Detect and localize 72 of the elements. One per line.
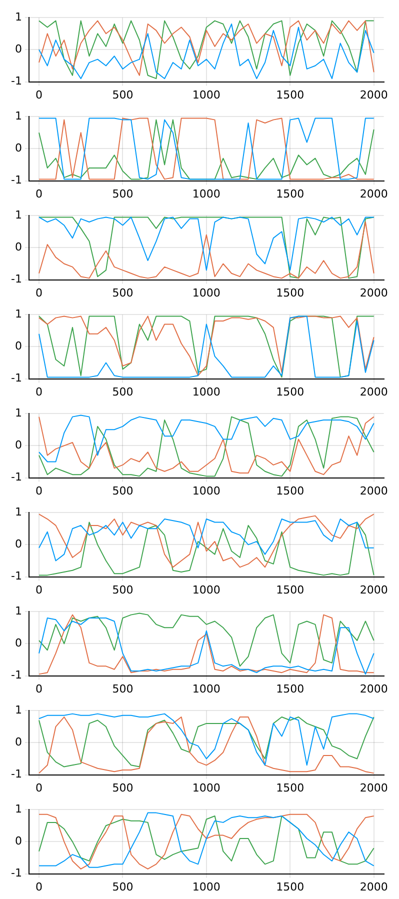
y-tick-label: 1 xyxy=(14,604,22,618)
y-tick-label: 0 xyxy=(14,240,22,254)
x-tick-label: 500 xyxy=(112,187,134,200)
x-tick-label: 1000 xyxy=(192,286,220,300)
y-tick-label: -1 xyxy=(11,74,22,88)
y-tick-label: 1 xyxy=(14,703,22,716)
x-tick-label: 1000 xyxy=(192,880,220,894)
x-tick-label: 1000 xyxy=(192,583,220,596)
x-tick-label: 1000 xyxy=(192,385,220,398)
y-tick-label: 0 xyxy=(14,834,22,848)
x-tick-label: 2000 xyxy=(360,187,388,200)
y-tick-label: -1 xyxy=(11,372,22,385)
x-tick-label: 500 xyxy=(112,484,134,498)
y-tick-label: 0 xyxy=(14,538,22,551)
x-tick-label: 2000 xyxy=(360,286,388,300)
y-tick-label: -1 xyxy=(11,668,22,682)
x-tick-label: 0 xyxy=(36,286,43,300)
x-tick-label: 1500 xyxy=(276,385,304,398)
x-tick-label: 1500 xyxy=(276,682,304,696)
y-tick-label: -1 xyxy=(11,768,22,781)
x-tick-label: 0 xyxy=(36,484,43,498)
x-tick-label: 2000 xyxy=(360,880,388,894)
y-tick-label: 0 xyxy=(14,142,22,155)
y-tick-label: 1 xyxy=(14,307,22,320)
x-tick-label: 1000 xyxy=(192,682,220,696)
x-tick-label: 0 xyxy=(36,880,43,894)
y-tick-label: 0 xyxy=(14,42,22,56)
y-tick-label: 0 xyxy=(14,438,22,452)
x-tick-label: 1000 xyxy=(192,484,220,498)
x-tick-label: 500 xyxy=(112,286,134,300)
x-tick-label: 1500 xyxy=(276,781,304,794)
x-tick-label: 500 xyxy=(112,781,134,794)
x-tick-label: 0 xyxy=(36,781,43,794)
y-tick-label: 1 xyxy=(14,802,22,816)
y-tick-label: 0 xyxy=(14,340,22,353)
y-tick-label: -1 xyxy=(11,866,22,880)
x-tick-label: 0 xyxy=(36,385,43,398)
x-tick-label: 2000 xyxy=(360,88,388,102)
x-tick-label: 2000 xyxy=(360,385,388,398)
x-tick-label: 1000 xyxy=(192,88,220,102)
y-tick-label: -1 xyxy=(11,174,22,187)
x-tick-label: 500 xyxy=(112,88,134,102)
y-tick-label: 0 xyxy=(14,636,22,650)
y-tick-label: 1 xyxy=(14,406,22,420)
x-tick-label: 0 xyxy=(36,88,43,102)
x-tick-label: 500 xyxy=(112,880,134,894)
y-tick-label: 0 xyxy=(14,736,22,749)
x-tick-label: 0 xyxy=(36,583,43,596)
x-tick-label: 1500 xyxy=(276,286,304,300)
x-tick-label: 0 xyxy=(36,187,43,200)
x-tick-label: 1500 xyxy=(276,484,304,498)
x-tick-label: 500 xyxy=(112,583,134,596)
x-tick-label: 500 xyxy=(112,385,134,398)
x-tick-label: 1500 xyxy=(276,583,304,596)
x-tick-label: 2000 xyxy=(360,682,388,696)
y-tick-label: 1 xyxy=(14,505,22,518)
x-tick-label: 2000 xyxy=(360,583,388,596)
x-tick-label: 2000 xyxy=(360,484,388,498)
x-tick-label: 2000 xyxy=(360,781,388,794)
x-tick-label: 1500 xyxy=(276,880,304,894)
x-tick-label: 0 xyxy=(36,682,43,696)
y-tick-label: -1 xyxy=(11,272,22,286)
x-tick-label: 500 xyxy=(112,682,134,696)
y-tick-label: 1 xyxy=(14,109,22,122)
y-tick-label: -1 xyxy=(11,570,22,583)
x-tick-label: 1000 xyxy=(192,187,220,200)
y-tick-label: -1 xyxy=(11,470,22,484)
x-tick-label: 1500 xyxy=(276,187,304,200)
x-tick-label: 1000 xyxy=(192,781,220,794)
x-tick-label: 1500 xyxy=(276,88,304,102)
y-tick-label: 1 xyxy=(14,208,22,222)
y-tick-label: 1 xyxy=(14,10,22,24)
